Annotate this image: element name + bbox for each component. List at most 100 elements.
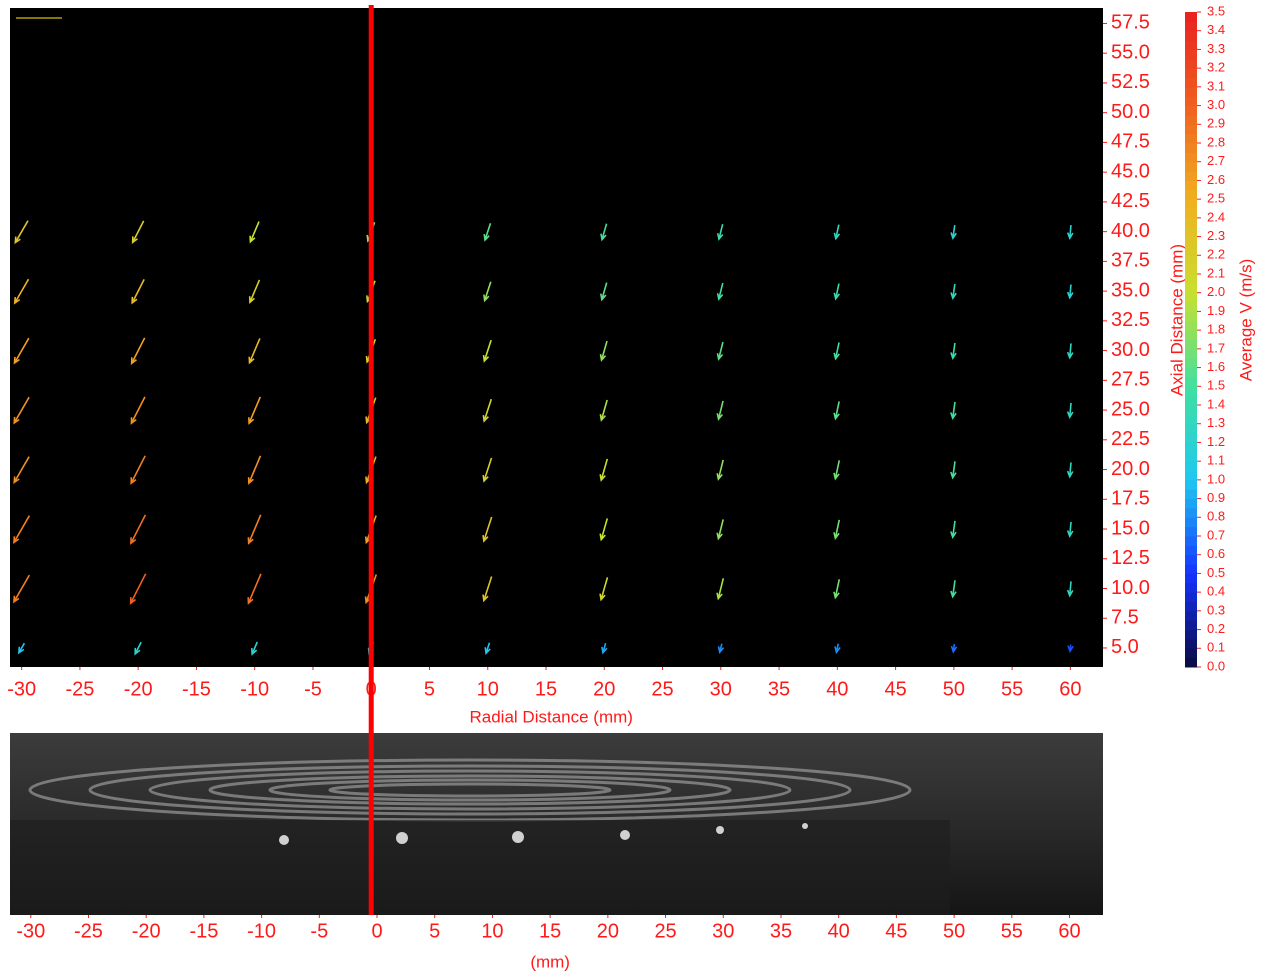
x-tick-label: 5 bbox=[424, 678, 435, 700]
vector-arrow bbox=[833, 283, 841, 301]
colorbar-segment bbox=[1185, 320, 1197, 331]
colorbar-segment bbox=[1185, 245, 1197, 256]
colorbar-segment bbox=[1185, 507, 1197, 518]
colorbar-segment bbox=[1185, 236, 1197, 247]
vector-arrow bbox=[1066, 581, 1074, 598]
colorbar-segment bbox=[1185, 376, 1197, 387]
vector-arrow bbox=[13, 278, 30, 305]
vector-arrow bbox=[13, 456, 30, 484]
vector-arrow bbox=[833, 519, 841, 540]
colorbar-tick-label: 0.0 bbox=[1207, 658, 1225, 673]
colorbar-segment bbox=[1185, 386, 1197, 397]
x-tick-label: 45 bbox=[884, 678, 906, 700]
vector-arrow bbox=[950, 283, 957, 301]
x-axis-label: Radial Distance (mm) bbox=[470, 707, 633, 726]
colorbar-tick-label: 3.5 bbox=[1207, 3, 1225, 18]
vector-arrow bbox=[950, 580, 957, 599]
vector-arrow bbox=[482, 398, 493, 423]
colorbar-segment bbox=[1185, 133, 1197, 144]
colorbar-segment bbox=[1185, 423, 1197, 434]
vector-arrow bbox=[716, 282, 724, 301]
x-tick-label: -30 bbox=[16, 920, 45, 942]
colorbar-segment bbox=[1185, 582, 1197, 593]
y-tick-label: 27.5 bbox=[1111, 369, 1150, 391]
x-tick-label: 25 bbox=[654, 920, 676, 942]
colorbar-tick-label: 1.8 bbox=[1207, 322, 1225, 337]
colorbar-tick-label: 1.3 bbox=[1207, 415, 1225, 430]
colorbar-segment bbox=[1185, 180, 1197, 191]
x-tick-label: -30 bbox=[7, 678, 36, 700]
y-tick-label: 22.5 bbox=[1111, 428, 1150, 450]
vector-arrow bbox=[833, 224, 841, 241]
colorbar-segment bbox=[1185, 199, 1197, 209]
y-tick-label: 5.0 bbox=[1111, 636, 1139, 658]
colorbar-tick-label: 2.2 bbox=[1207, 247, 1225, 262]
colorbar-segment bbox=[1185, 208, 1197, 219]
y-tick-label: 12.5 bbox=[1111, 547, 1150, 569]
x-tick-label: 25 bbox=[651, 678, 673, 700]
vector-arrow bbox=[716, 578, 725, 601]
colorbar-segment bbox=[1185, 545, 1197, 556]
colorbar-segment bbox=[1185, 517, 1197, 528]
colorbar-segment bbox=[1185, 442, 1197, 453]
colorbar-segment bbox=[1185, 451, 1197, 462]
vector-arrow bbox=[716, 223, 724, 241]
colorbar-segment bbox=[1185, 564, 1197, 574]
colorbar-tick-label: 1.2 bbox=[1207, 434, 1225, 449]
vector-arrow bbox=[482, 516, 493, 543]
vector-arrow bbox=[599, 458, 609, 482]
y-tick-label: 57.5 bbox=[1111, 12, 1150, 34]
vector-arrow bbox=[1066, 343, 1074, 360]
x-tick-label: 30 bbox=[712, 920, 734, 942]
vector-arrow bbox=[482, 576, 493, 603]
colorbar-segment bbox=[1185, 489, 1197, 500]
colorbar-tick-label: 1.7 bbox=[1207, 340, 1225, 355]
vector-arrow bbox=[13, 337, 30, 365]
vector-arrow bbox=[599, 399, 608, 422]
colorbar-label: Average V (m/s) bbox=[1236, 259, 1255, 382]
colorbar-segment bbox=[1185, 68, 1197, 78]
colorbar-segment bbox=[1185, 657, 1197, 668]
vector-arrow bbox=[833, 401, 840, 421]
vector-arrow bbox=[1066, 521, 1074, 538]
vector-arrow bbox=[13, 515, 31, 544]
colorbar-segment bbox=[1185, 105, 1197, 116]
colorbar-segment bbox=[1185, 124, 1197, 135]
vector-arrow bbox=[1066, 284, 1074, 300]
vector-arrow bbox=[131, 220, 145, 245]
vector-arrow bbox=[134, 641, 142, 656]
y-tick-label: 42.5 bbox=[1111, 190, 1150, 212]
vector-arrow bbox=[600, 282, 608, 302]
vector-arrow bbox=[13, 396, 30, 425]
vector-arrow bbox=[248, 279, 261, 304]
colorbar-tick-label: 0.2 bbox=[1207, 621, 1225, 636]
x-tick-label: 20 bbox=[593, 678, 615, 700]
vector-arrow bbox=[484, 642, 491, 655]
plot-area bbox=[10, 8, 1103, 667]
colorbar-segment bbox=[1185, 405, 1197, 415]
colorbar-tick-label: 2.7 bbox=[1207, 153, 1225, 168]
colorbar-segment bbox=[1185, 171, 1197, 181]
x-tick-label: 20 bbox=[597, 920, 619, 942]
colorbar-tick-label: 2.8 bbox=[1207, 134, 1225, 149]
colorbar-segment bbox=[1185, 348, 1197, 359]
vector-arrow bbox=[716, 341, 724, 361]
colorbar-tick-label: 2.5 bbox=[1207, 191, 1225, 206]
colorbar-segment bbox=[1185, 161, 1197, 172]
y-tick-label: 55.0 bbox=[1111, 41, 1150, 63]
colorbar-segment bbox=[1185, 86, 1197, 97]
y-tick-label: 40.0 bbox=[1111, 220, 1150, 242]
vector-arrow bbox=[601, 642, 608, 655]
colorbar-segment bbox=[1185, 395, 1197, 406]
colorbar-segment bbox=[1185, 21, 1197, 32]
y-tick-label: 32.5 bbox=[1111, 309, 1150, 331]
x-tick-label: 15 bbox=[535, 678, 557, 700]
x-tick-label: 55 bbox=[1001, 920, 1023, 942]
colorbar-tick-label: 3.0 bbox=[1207, 97, 1225, 112]
colorbar-segment bbox=[1185, 311, 1197, 322]
colorbar-tick-label: 1.1 bbox=[1207, 453, 1225, 468]
x-tick-label: -20 bbox=[124, 678, 153, 700]
x-tick-label: 40 bbox=[828, 920, 850, 942]
vector-arrow bbox=[833, 460, 841, 481]
